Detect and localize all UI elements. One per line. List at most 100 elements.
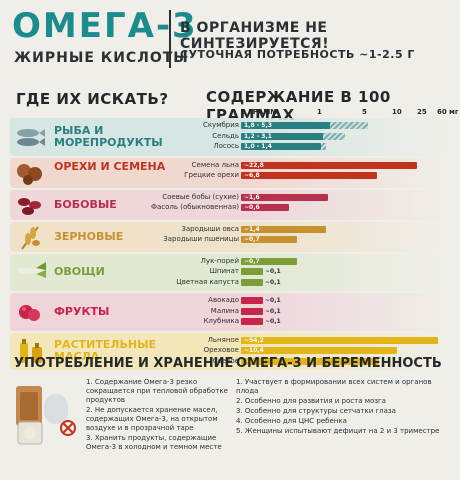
category-row: ФРУКТЫ Авокадо ~0,1 Малина ~0,1 Клубника ~0,1	[10, 293, 450, 331]
nut-icon	[14, 159, 46, 187]
value-bar	[241, 161, 418, 169]
category-row: РАСТИТЕЛЬНЫЕ МАСЛА Льняное ~54,2 Ореховое ~1…	[10, 332, 450, 370]
item-label: Зародыши пшеницы	[163, 235, 239, 243]
scale-tick-label: 1	[317, 108, 322, 116]
value-bar	[241, 318, 263, 325]
value-bar	[241, 132, 324, 140]
category-label: ЗЕРНОВЫЕ	[54, 229, 124, 243]
category-row: ОРЕХИ И СЕМЕНА Семена льна ~22,8 Грецкие ор…	[10, 157, 450, 188]
value-bar	[241, 172, 377, 179]
item-label: Льняное	[207, 335, 239, 344]
item-label: Грецкие орехи	[184, 171, 239, 179]
item-label: Семена льна	[191, 160, 239, 169]
value-label: ~10,4	[244, 347, 264, 354]
category-label: ОРЕХИ И СЕМЕНА	[54, 159, 166, 173]
oil-bottle-icon	[14, 337, 46, 365]
value-label: ~54,2	[244, 336, 264, 344]
pregnancy-item: 2. Особенно для развития и роста мозга	[236, 397, 386, 405]
value-bar	[241, 357, 379, 365]
storage-item: 1. Содержание Омега-3 резко сокращается …	[86, 378, 228, 404]
category-row-background	[10, 221, 450, 252]
category-label: БОБОВЫЕ	[54, 197, 117, 211]
pregnancy-item: 4. Особенно для ЦНС ребенка	[236, 417, 347, 425]
item-label: Ореховое	[203, 346, 239, 354]
fish-icon	[14, 123, 46, 151]
storage-item: 3. Хранить продукты, содержащие Омега-3 …	[86, 434, 222, 451]
pregnancy-title: ОМЕГА-3 И БЕРЕМЕННОСТЬ	[236, 356, 442, 371]
value-label: 1,0 - 1,4	[244, 143, 272, 150]
item-label: Соевое	[212, 356, 239, 365]
leek-icon	[14, 258, 46, 286]
section-where-title: ГДЕ ИХ ИСКАТЬ?	[16, 90, 169, 108]
value-label: ~1,6	[244, 193, 260, 201]
value-label: 1,8 - 5,3	[244, 122, 272, 129]
pregnancy-list: 1. Участвует в формировании всех систем …	[236, 378, 451, 437]
header: ОМЕГА-3 ЖИРНЫЕ КИСЛОТЫ В ОРГАНИЗМЕ НЕ СИ…	[0, 0, 460, 78]
value-bar	[241, 193, 328, 201]
item-label: Шпинат	[209, 267, 239, 275]
value-bar	[241, 257, 297, 265]
value-label: ~22,8	[244, 161, 264, 169]
value-bar	[241, 307, 263, 315]
category-row: ЗЕРНОВЫЕ Зародыши овса ~1,4 Зародыши пшениц…	[10, 221, 450, 252]
value-label: ~0,6	[244, 204, 260, 211]
value-label: ~0,1	[265, 268, 281, 275]
value-bar	[241, 278, 263, 286]
item-label: Авокадо	[208, 296, 239, 304]
value-label: ~0,1	[265, 297, 281, 304]
value-bar	[241, 143, 321, 150]
item-label: Малина	[210, 306, 239, 315]
page-subtitle: ЖИРНЫЕ КИСЛОТЫ	[14, 50, 189, 66]
scale-tick-label: 10	[392, 108, 402, 116]
value-label: 1,2 - 3,1	[244, 132, 272, 140]
page-title: ОМЕГА-3	[12, 6, 198, 46]
item-label: Лук-порей	[200, 256, 239, 265]
value-bar	[241, 347, 397, 354]
prohibited-icon	[60, 420, 76, 436]
value-bar	[241, 236, 297, 243]
pregnancy-item: 1. Участвует в формировании всех систем …	[236, 378, 432, 395]
value-bar	[241, 336, 438, 344]
category-row: РЫБА И МОРЕПРОДУКТЫ Скумбрия 1,8 - 5,3 Сель…	[10, 118, 450, 156]
value-label: ~1,4	[244, 225, 260, 233]
storage-item: 2. Не допускается хранение масел, содерж…	[86, 406, 218, 432]
scale-tick-label: 0 ГРАММ	[241, 108, 278, 116]
value-label: ~0,1	[265, 278, 281, 286]
pregnancy-item: 3. Особенно для структуры сетчатки глаза	[236, 407, 396, 415]
scale-tick-label: 60 мг	[437, 108, 459, 116]
storage-title: УПОТРЕБЛЕНИЕ И ХРАНЕНИЕ	[14, 356, 234, 371]
scale-axis: 0 ГРАММ 1 5 10 25 60 мг	[241, 108, 459, 122]
value-label: ~0,7	[244, 236, 260, 243]
category-row-background	[10, 118, 450, 156]
value-label: ~0,7	[244, 257, 260, 265]
item-label: Цветная капуста	[176, 277, 239, 286]
daily-need-note: СУТОЧНАЯ ПОТРЕБНОСТЬ ~1-2.5 Г	[180, 48, 415, 61]
item-label: Фасоль (обыкновенная)	[150, 203, 239, 211]
value-bar	[241, 225, 326, 233]
title-divider	[169, 10, 171, 68]
not-synthesized-note: В ОРГАНИЗМЕ НЕ СИНТЕЗИРУЕТСЯ!	[180, 20, 330, 52]
raspberry-icon	[14, 298, 46, 326]
category-label: ОВОЩИ	[54, 265, 105, 279]
bean-icon	[14, 191, 46, 219]
item-label: Клубника	[203, 317, 239, 325]
value-label: ~6,8	[244, 172, 260, 179]
value-bar	[241, 122, 330, 129]
scale-tick-label: 25	[417, 108, 427, 116]
item-label: Скумбрия	[202, 121, 239, 129]
value-label: ~0,1	[265, 307, 281, 315]
value-bar	[241, 268, 263, 275]
item-label: Лосось	[213, 142, 239, 150]
category-label: ФРУКТЫ	[54, 304, 110, 318]
value-label: ~0,1	[265, 318, 281, 325]
storage-list: 1. Содержание Омега-3 резко сокращается …	[86, 378, 231, 453]
category-row-background	[10, 253, 450, 291]
pregnancy-item: 5. Женщины испытывают дефицит на 2 и 3 т…	[236, 427, 440, 435]
value-bar	[241, 204, 289, 211]
value-bar	[241, 297, 263, 304]
value-label: ~7,1	[244, 357, 260, 365]
item-label: Зародыши овса	[181, 224, 239, 233]
item-label: Сельдь	[212, 131, 239, 140]
category-label: РАСТИТЕЛЬНЫЕ МАСЛА	[54, 338, 157, 364]
item-label: Соевые бобы (сухие)	[162, 192, 239, 201]
